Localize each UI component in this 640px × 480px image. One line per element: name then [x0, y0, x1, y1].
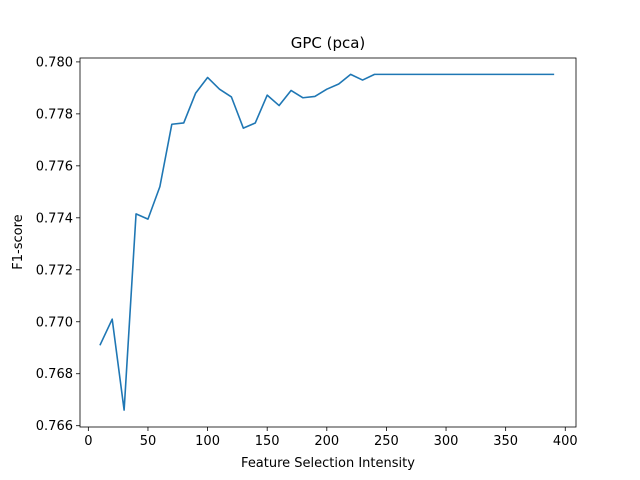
chart-title: GPC (pca): [291, 34, 366, 52]
axes-frame: [79, 57, 577, 428]
x-tick-label: 150: [255, 434, 280, 449]
y-tick-label: 0.766: [36, 419, 73, 434]
x-tick-label: 400: [553, 434, 578, 449]
y-tick-label: 0.780: [36, 55, 73, 70]
x-axis-label: Feature Selection Intensity: [241, 456, 415, 471]
x-tick-label: 50: [140, 434, 157, 449]
y-axis-ticks: 0.766 0.768 0.770 0.772 0.774 0.776 0.778 0.780: [36, 55, 80, 434]
x-tick-label: 0: [84, 434, 92, 449]
y-tick-label: 0.768: [36, 367, 73, 382]
plot-area: [99, 73, 555, 411]
x-axis-ticks: 0 50 100 150 200 250 300 350 400: [84, 427, 578, 449]
x-tick-label: 350: [493, 434, 518, 449]
x-tick-label: 250: [374, 434, 399, 449]
series-line: [99, 73, 555, 411]
y-axis-label: F1-score: [11, 214, 26, 269]
y-tick-label: 0.770: [36, 315, 73, 330]
x-tick-label: 300: [434, 434, 459, 449]
y-tick-label: 0.774: [36, 211, 73, 226]
y-tick-label: 0.778: [36, 107, 73, 122]
y-tick-label: 0.772: [36, 263, 73, 278]
x-tick-label: 100: [195, 434, 220, 449]
x-tick-label: 200: [314, 434, 339, 449]
y-tick-label: 0.776: [36, 159, 73, 174]
